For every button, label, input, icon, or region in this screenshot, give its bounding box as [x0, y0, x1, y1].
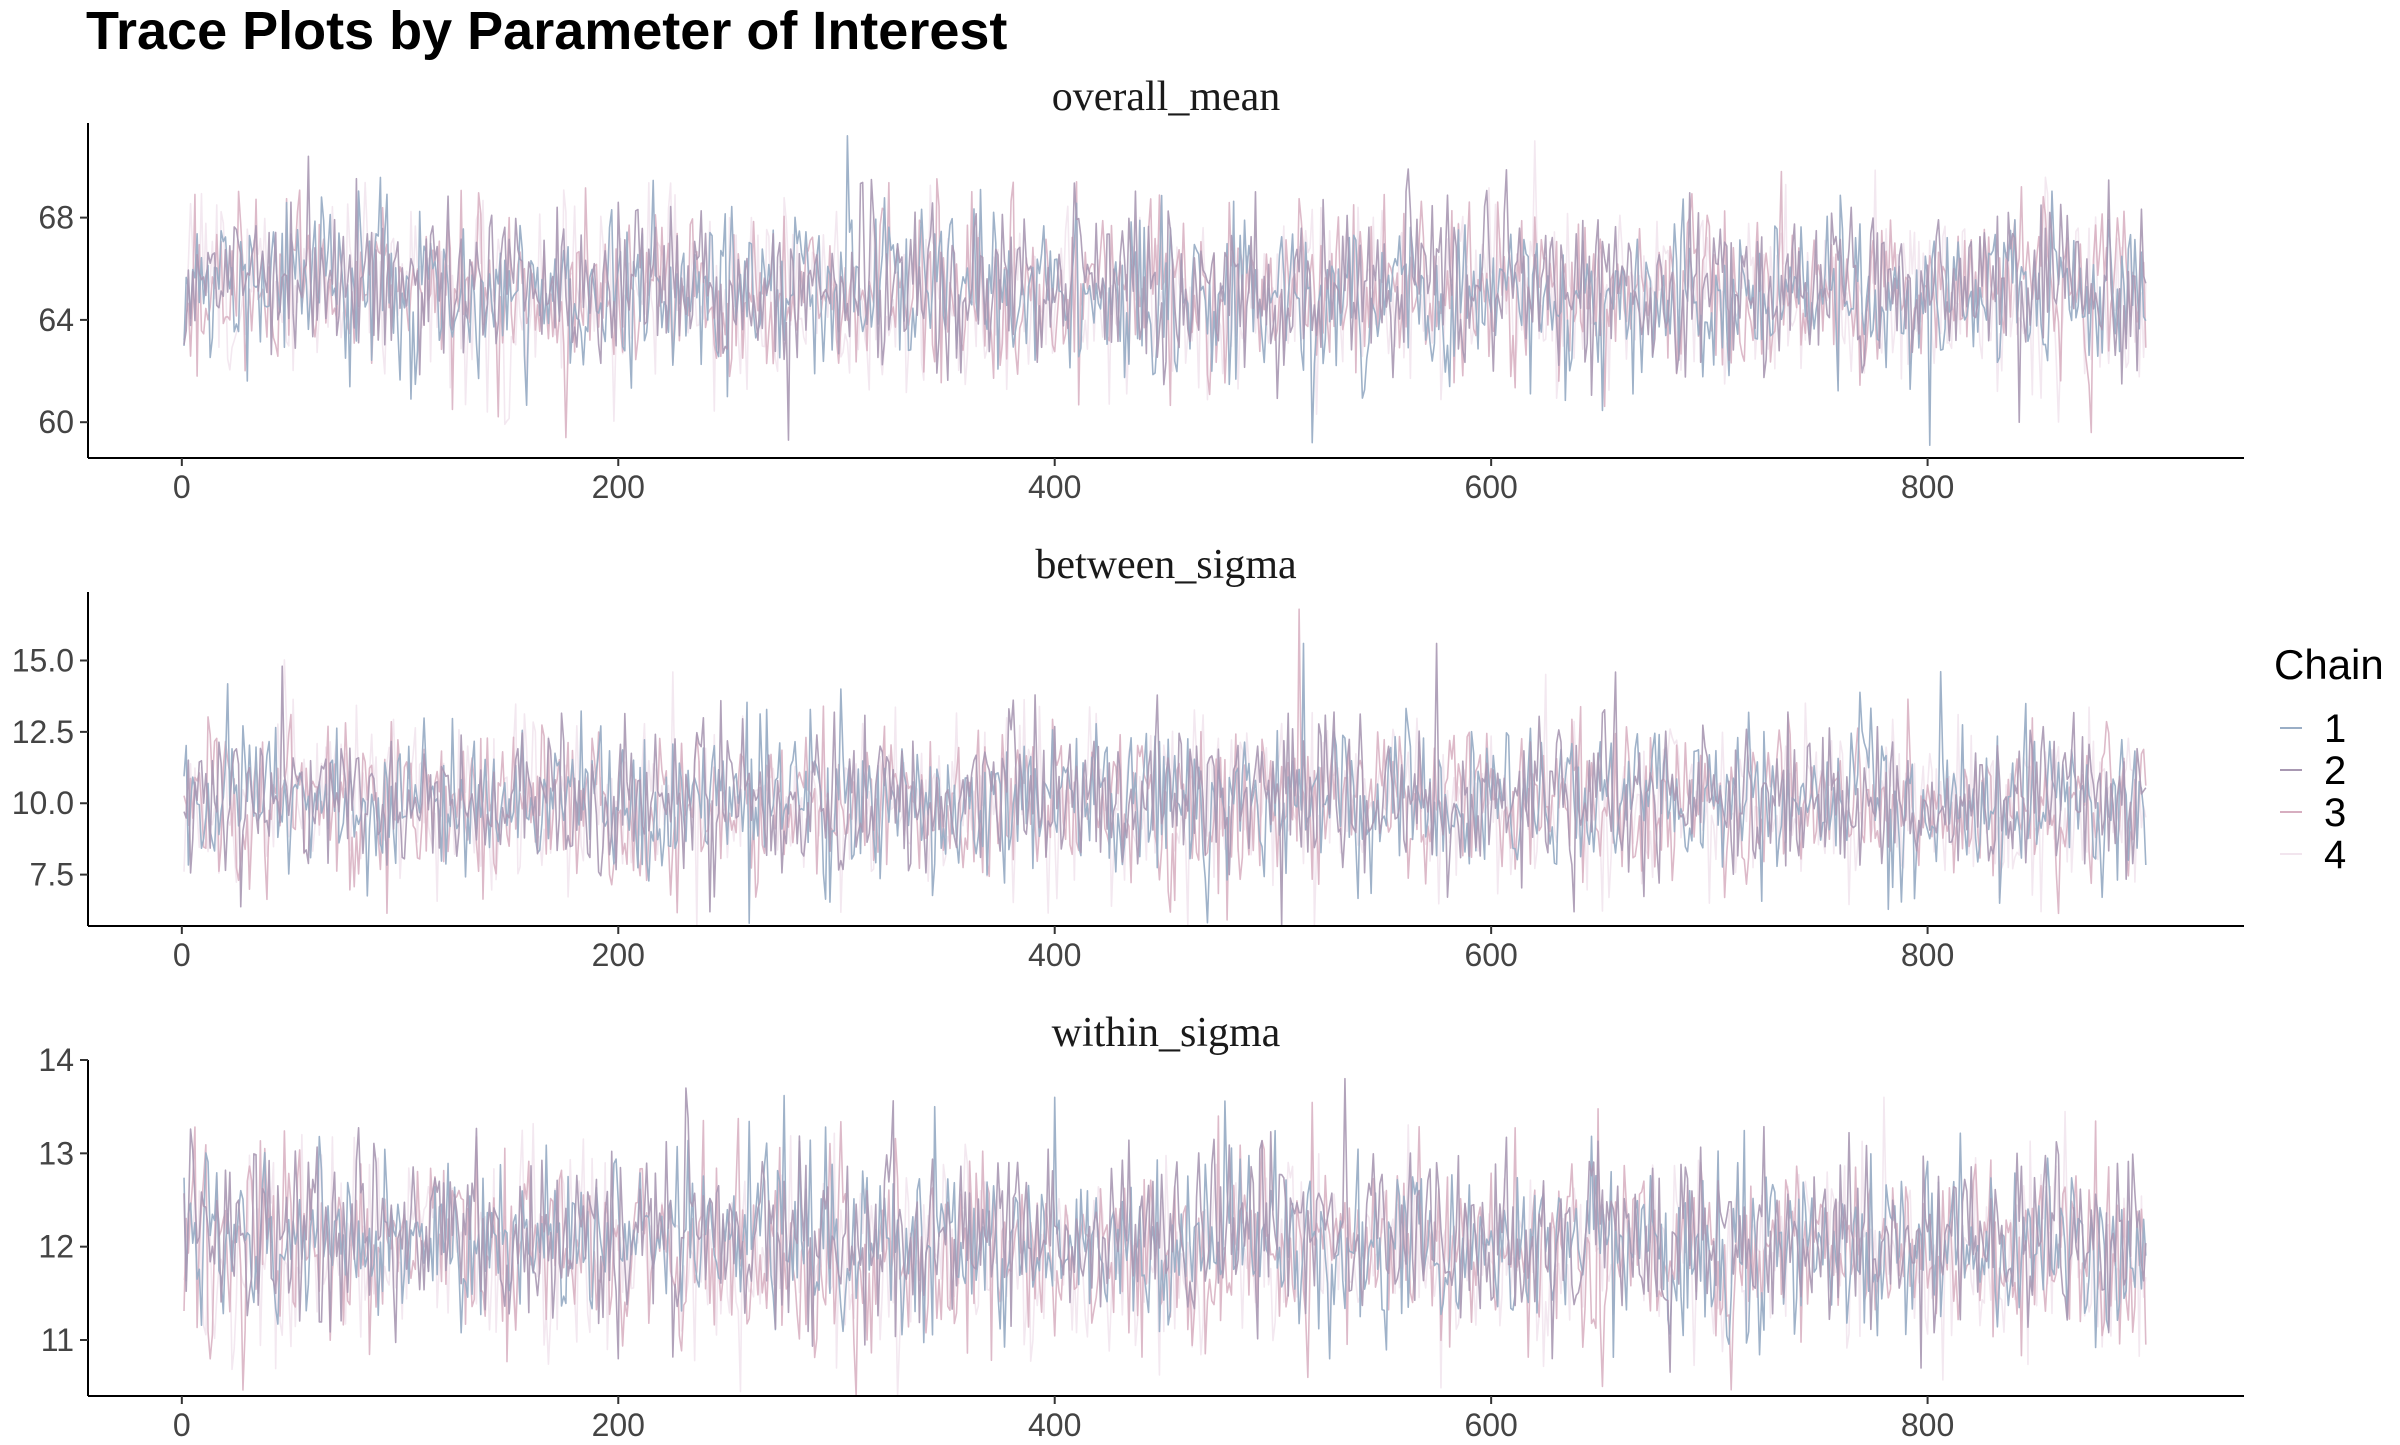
y-tick-label: 14	[38, 1042, 74, 1078]
y-tick-label: 15.0	[12, 643, 74, 679]
x-tick-label: 200	[592, 469, 645, 505]
trace-lines	[183, 1077, 2147, 1397]
y-tick-label: 10.0	[12, 785, 74, 821]
x-tick-label: 400	[1028, 1407, 1081, 1440]
legend-title: Chain	[2274, 641, 2384, 688]
x-tick-label: 400	[1028, 469, 1081, 505]
series-line-chain-2	[183, 155, 2147, 441]
x-tick-label: 600	[1464, 1407, 1517, 1440]
panel-overall-mean: overall_mean 60 64 68 0 200 400 600 800	[38, 74, 2244, 505]
y-tick-label: 12.5	[12, 714, 74, 750]
x-tick-label: 800	[1901, 469, 1954, 505]
legend-item-chain-2: 2	[2280, 749, 2346, 793]
series-line-chain-2	[183, 642, 2147, 927]
series-line-chain-3	[183, 608, 2147, 921]
trace-lines	[183, 134, 2147, 447]
series-line-chain-2	[183, 1077, 2147, 1373]
x-tick-label: 0	[173, 1407, 191, 1440]
x-tick-label: 0	[173, 469, 191, 505]
x-tick-label: 400	[1028, 937, 1081, 973]
x-tick-label: 800	[1901, 1407, 1954, 1440]
legend-label: 1	[2324, 707, 2346, 751]
y-tick-label: 64	[38, 302, 74, 338]
y-tick-label: 13	[38, 1135, 74, 1171]
y-tick-label: 7.5	[30, 857, 74, 893]
series-line-chain-1	[183, 134, 2147, 447]
legend-label: 3	[2324, 791, 2346, 835]
panel-title: between_sigma	[1035, 542, 1297, 588]
legend-item-chain-4: 4	[2280, 833, 2346, 877]
legend-label: 2	[2324, 749, 2346, 793]
x-tick-label: 600	[1464, 937, 1517, 973]
legend-item-chain-3: 3	[2280, 791, 2346, 835]
panel-title: overall_mean	[1052, 74, 1281, 120]
x-tick-label: 0	[173, 937, 191, 973]
y-tick-label: 12	[38, 1229, 74, 1265]
panel-title: within_sigma	[1052, 1010, 1281, 1056]
x-tick-label: 800	[1901, 937, 1954, 973]
y-tick-label: 11	[41, 1322, 74, 1358]
x-tick-label: 600	[1464, 469, 1517, 505]
page-title: Trace Plots by Parameter of Interest	[86, 1, 1008, 61]
legend-label: 4	[2324, 833, 2346, 877]
legend-item-chain-1: 1	[2280, 707, 2346, 751]
trace-lines	[183, 608, 2147, 927]
x-tick-label: 200	[592, 937, 645, 973]
panel-between-sigma: between_sigma 7.5 10.0 12.5 15.0 0 200 400 600 80…	[12, 542, 2244, 973]
y-tick-label: 60	[38, 404, 74, 440]
x-tick-label: 200	[592, 1407, 645, 1440]
panel-within-sigma: within_sigma 11 12 13 14 0 200 400 600 800	[38, 1010, 2244, 1443]
y-tick-label: 68	[38, 200, 74, 236]
